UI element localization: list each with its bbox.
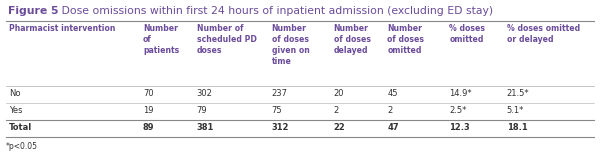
Text: 2: 2 (387, 106, 392, 115)
Text: 75: 75 (272, 106, 282, 115)
Text: 20: 20 (334, 89, 344, 98)
Text: 5.1*: 5.1* (507, 106, 524, 115)
Text: Number
of doses
omitted: Number of doses omitted (387, 24, 424, 55)
Text: Yes: Yes (9, 106, 23, 115)
Text: 21.5*: 21.5* (507, 89, 529, 98)
Text: 2: 2 (334, 106, 339, 115)
Text: 312: 312 (272, 123, 289, 132)
Text: Total: Total (9, 123, 32, 132)
Text: 47: 47 (387, 123, 399, 132)
Text: 45: 45 (387, 89, 398, 98)
Text: Dose omissions within first 24 hours of inpatient admission (excluding ED stay): Dose omissions within first 24 hours of … (59, 6, 494, 16)
Text: 302: 302 (197, 89, 212, 98)
Text: % doses
omitted: % doses omitted (449, 24, 485, 44)
Text: 12.3: 12.3 (449, 123, 470, 132)
Text: 89: 89 (143, 123, 154, 132)
Text: 79: 79 (197, 106, 207, 115)
Text: 19: 19 (143, 106, 154, 115)
Text: 2.5*: 2.5* (449, 106, 467, 115)
Text: Figure 5: Figure 5 (8, 6, 59, 16)
Text: Number
of
patients: Number of patients (143, 24, 179, 55)
Text: 18.1: 18.1 (507, 123, 527, 132)
Text: Number of
scheduled PD
doses: Number of scheduled PD doses (197, 24, 256, 55)
Text: 237: 237 (272, 89, 287, 98)
Text: 381: 381 (197, 123, 214, 132)
Text: *p<0.05: *p<0.05 (6, 142, 38, 151)
Text: % doses omitted
or delayed: % doses omitted or delayed (507, 24, 580, 44)
Text: 14.9*: 14.9* (449, 89, 472, 98)
Text: Number
of doses
delayed: Number of doses delayed (334, 24, 371, 55)
Text: 22: 22 (334, 123, 346, 132)
Text: No: No (9, 89, 20, 98)
Text: 70: 70 (143, 89, 154, 98)
Text: Pharmacist intervention: Pharmacist intervention (9, 24, 115, 33)
Text: Number
of doses
given on
time: Number of doses given on time (272, 24, 310, 66)
